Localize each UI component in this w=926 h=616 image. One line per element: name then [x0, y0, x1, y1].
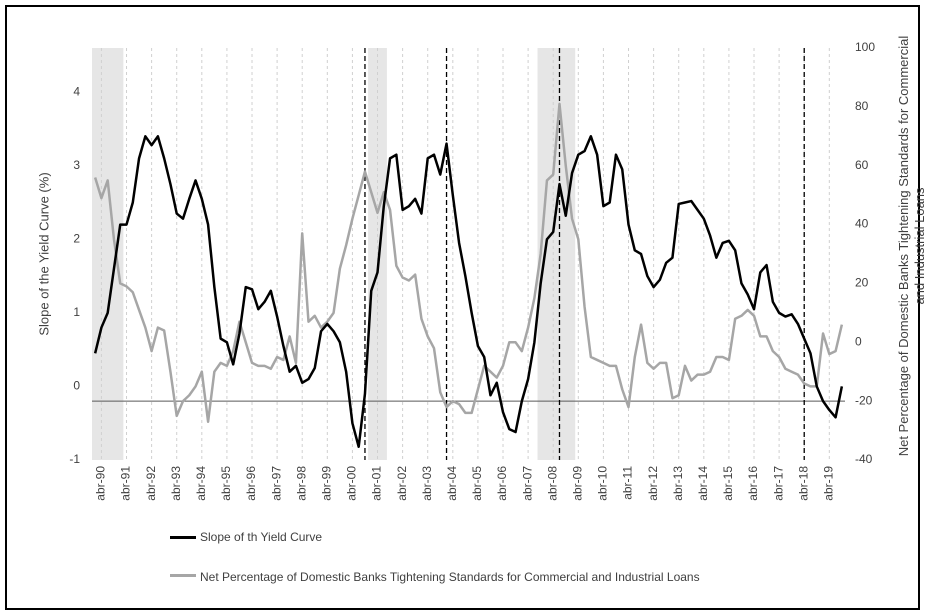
y2-tick-label: -20 — [855, 393, 873, 407]
x-tick-label: abr-18 — [796, 466, 810, 501]
y-tick-label: -1 — [69, 452, 80, 466]
y2-tick-label: 40 — [855, 217, 869, 231]
y2-axis-title: Net Percentage of Domestic Banks Tighten… — [896, 35, 926, 457]
x-tick-label: abr-92 — [144, 466, 158, 501]
x-tick-label: abr-91 — [119, 466, 133, 501]
x-tick-label: abr-05 — [470, 466, 484, 501]
series-line — [93, 102, 844, 423]
x-tick-label: abr-90 — [94, 466, 108, 501]
legend-item: Net Percentage of Domestic Banks Tighten… — [170, 568, 780, 586]
legend-swatch — [170, 536, 196, 539]
y2-tick-label: 0 — [855, 334, 862, 348]
y-axis-title: Slope of the Yield Curve (%) — [36, 172, 51, 335]
x-tick-label: abr-13 — [671, 466, 685, 501]
frame — [5, 5, 920, 610]
x-tick-label: abr-03 — [420, 466, 434, 501]
x-tick-label: abr-96 — [244, 466, 258, 501]
x-tick-label: abr-11 — [621, 466, 635, 500]
x-tick-label: abr-15 — [721, 466, 735, 501]
y2-tick-label: -40 — [855, 452, 873, 466]
y2-tick-label: 80 — [855, 99, 869, 113]
y-tick-label: 2 — [73, 231, 80, 245]
x-tick-label: abr-94 — [194, 466, 208, 501]
series-line — [93, 135, 844, 449]
x-tick-label: abr-97 — [269, 466, 283, 501]
x-tick-label: abr-19 — [821, 466, 835, 501]
legend-item: Slope of th Yield Curve — [170, 530, 322, 544]
x-tick-label: abr-09 — [570, 466, 584, 501]
x-tick-label: abr-08 — [545, 466, 559, 501]
y-tick-label: 3 — [73, 158, 80, 172]
legend-label: Slope of th Yield Curve — [200, 530, 323, 544]
recession-band — [92, 48, 124, 460]
x-tick-label: abr-99 — [319, 466, 333, 501]
y2-tick-label: 60 — [855, 158, 869, 172]
x-tick-label: abr-06 — [495, 466, 509, 501]
y2-tick-label: 20 — [855, 276, 869, 290]
y-tick-label: 1 — [73, 305, 80, 319]
y2-tick-label: 100 — [855, 40, 875, 54]
x-tick-label: abr-10 — [596, 466, 610, 501]
y-tick-label: 0 — [73, 379, 80, 393]
x-tick-label: abr-02 — [395, 466, 409, 501]
legend-label: Net Percentage of Domestic Banks Tighten… — [200, 570, 700, 584]
x-tick-label: abr-16 — [746, 466, 760, 501]
legend-swatch — [170, 574, 196, 577]
x-tick-label: abr-00 — [345, 466, 359, 501]
x-tick-label: abr-04 — [445, 466, 459, 501]
x-tick-label: abr-93 — [169, 466, 183, 501]
x-tick-label: abr-12 — [646, 466, 660, 501]
x-tick-label: abr-07 — [520, 466, 534, 501]
x-tick-label: abr-17 — [771, 466, 785, 501]
x-tick-label: abr-14 — [696, 466, 710, 501]
x-tick-label: abr-95 — [219, 466, 233, 501]
x-tick-label: abr-01 — [370, 466, 384, 501]
x-tick-label: abr-98 — [294, 466, 308, 501]
recession-band — [537, 48, 576, 460]
y-tick-label: 4 — [73, 84, 80, 98]
